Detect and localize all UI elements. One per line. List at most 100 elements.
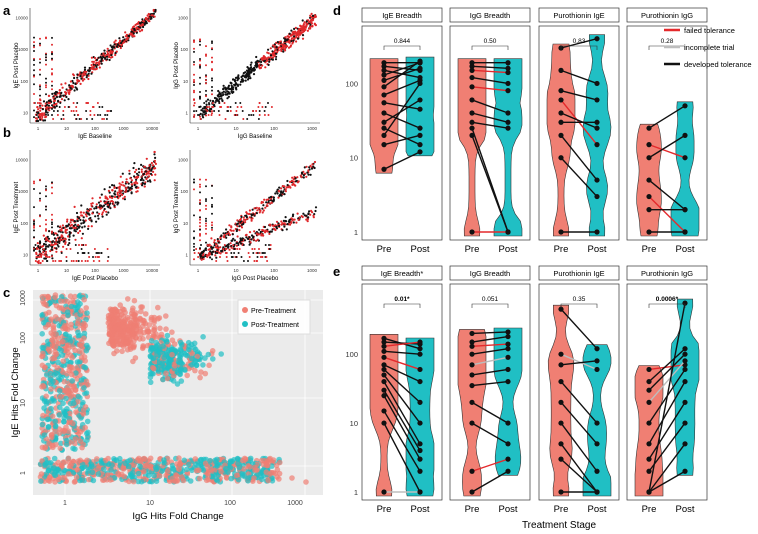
data-point (148, 169, 151, 173)
data-point (212, 106, 215, 108)
data-point (223, 233, 226, 237)
data-point (189, 362, 195, 368)
data-point (125, 296, 131, 302)
data-point (199, 39, 201, 41)
data-point (39, 331, 45, 337)
data-point (227, 84, 231, 87)
panel-title-strip (626, 7, 708, 23)
significance-bracket (383, 45, 421, 50)
data-point (225, 252, 228, 254)
data-point (119, 175, 122, 178)
data-point (90, 477, 97, 484)
data-point (156, 473, 163, 479)
data-point (42, 234, 45, 237)
data-point (49, 240, 52, 243)
post-point (594, 125, 600, 131)
data-point (122, 197, 125, 200)
panel-letter-c: c (3, 285, 10, 300)
data-point (260, 232, 263, 235)
data-point (45, 424, 52, 430)
data-point (87, 212, 90, 215)
data-point (205, 64, 207, 67)
p-value-label: 0.83 (573, 38, 586, 45)
data-point (69, 218, 72, 221)
data-point (233, 80, 237, 83)
data-point (269, 459, 276, 465)
data-point (205, 208, 207, 210)
data-point (45, 86, 47, 89)
data-point (147, 172, 151, 175)
data-point (56, 387, 63, 394)
data-point (300, 171, 304, 174)
data-point (109, 462, 115, 468)
data-point (138, 171, 141, 174)
data-point (313, 166, 316, 170)
data-point (202, 256, 205, 258)
data-point (104, 472, 111, 478)
data-point (77, 224, 80, 227)
data-point (33, 182, 35, 185)
data-point (113, 43, 116, 46)
data-point (153, 150, 156, 154)
data-point (196, 467, 202, 474)
pre-point (381, 372, 387, 378)
data-point (81, 252, 84, 254)
data-point (217, 93, 221, 96)
data-point (124, 31, 127, 34)
pre-point (469, 132, 475, 138)
pre-axis-label: Pre (465, 504, 480, 515)
data-point (94, 256, 97, 258)
data-point (238, 222, 241, 225)
pre-point (558, 456, 564, 462)
data-point (114, 312, 121, 319)
data-point (35, 251, 38, 254)
data-point (60, 358, 67, 365)
data-point (296, 31, 299, 34)
data-point (84, 310, 90, 316)
paired-line (471, 135, 509, 233)
data-point (261, 256, 264, 258)
x-tick-label: 10 (146, 500, 154, 507)
data-point (250, 238, 253, 241)
data-point (292, 180, 295, 183)
data-point (83, 221, 86, 224)
data-point (68, 242, 71, 245)
post-point (505, 80, 511, 87)
paired-line (648, 143, 686, 159)
data-point (126, 37, 129, 40)
data-point (97, 56, 100, 59)
data-point (291, 42, 294, 45)
data-point (76, 215, 79, 218)
data-point (205, 114, 207, 117)
data-point (202, 257, 205, 261)
data-point (199, 191, 201, 194)
data-point (203, 102, 206, 104)
data-point (70, 260, 73, 262)
data-point (51, 221, 53, 224)
data-point (269, 47, 272, 50)
data-point (89, 469, 96, 476)
data-point (205, 112, 207, 115)
data-point (199, 216, 201, 219)
paired-line (648, 401, 686, 460)
data-point (235, 242, 238, 245)
data-point (153, 478, 160, 485)
post-point (505, 125, 511, 131)
data-point (271, 50, 274, 53)
data-point (119, 333, 126, 339)
data-point (123, 195, 126, 198)
data-point (33, 102, 36, 104)
data-point (85, 70, 88, 73)
point-cloud (33, 150, 157, 265)
data-point (39, 225, 41, 228)
data-point (90, 72, 93, 75)
paired-line (471, 69, 509, 74)
data-point (86, 476, 92, 483)
data-point (61, 459, 68, 465)
data-point (70, 344, 76, 350)
